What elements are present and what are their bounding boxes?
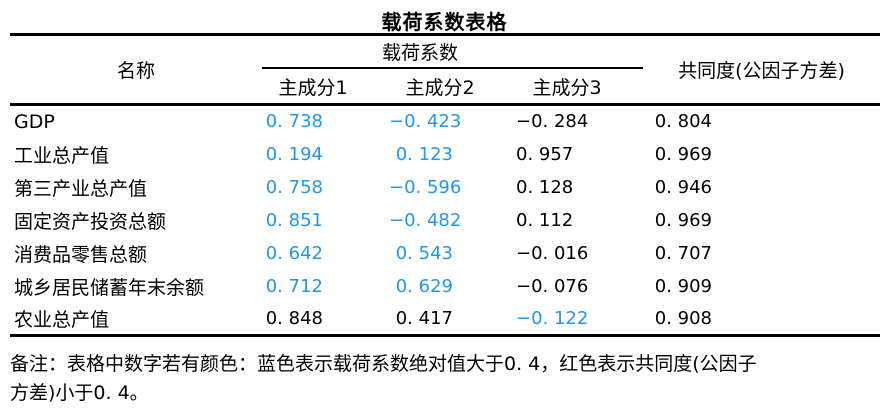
column-group-header-loadings: 载荷系数 xyxy=(262,33,644,69)
pc2-value-cell: 0. 543 xyxy=(395,242,453,264)
pc2-value-cell: −0. 482 xyxy=(389,209,462,231)
communality-value-cell: 0. 969 xyxy=(654,209,713,231)
pc3-value-cell: −0. 122 xyxy=(516,302,644,337)
communality-value-cell: 0. 908 xyxy=(643,302,881,337)
row-name-cell: 城乡居民储蓄年末余额 xyxy=(14,276,205,299)
note-line-1: 备注：表格中数字若有颜色：蓝色表示载荷系数绝对值大于0. 4，红色表示共同度(公… xyxy=(10,353,757,375)
column-header-communality: 共同度(公因子方差) xyxy=(643,33,881,106)
page-title: 载荷系数表格 xyxy=(381,10,508,34)
column-header-pc3: 主成分3 xyxy=(516,68,644,106)
row-name-cell: 农业总产值 xyxy=(10,302,262,337)
pc3-value-cell: 0. 128 xyxy=(516,176,574,198)
pc3-value-cell: −0. 284 xyxy=(516,111,589,133)
row-name-cell: 第三产业总产值 xyxy=(14,177,148,200)
row-name-cell: 消费品零售总额 xyxy=(14,243,148,266)
table-row: 消费品零售总额 0. 642 0. 543 −0. 016 0. 707 xyxy=(10,237,880,270)
pc1-value-cell: 0. 194 xyxy=(265,143,323,165)
pc3-value-cell: 0. 957 xyxy=(516,143,574,165)
table-row: 工业总产值 0. 194 0. 123 0. 957 0. 969 xyxy=(10,138,880,171)
communality-value-cell: 0. 804 xyxy=(654,111,713,133)
pc2-value-cell: −0. 596 xyxy=(389,176,462,198)
table-row: 农业总产值 0. 848 0. 417 −0. 122 0. 908 xyxy=(10,302,881,337)
communality-value-cell: 0. 909 xyxy=(654,275,713,297)
column-header-name: 名称 xyxy=(10,33,262,106)
pc2-value-cell: 0. 123 xyxy=(395,143,453,165)
pc1-value-cell: 0. 712 xyxy=(265,275,323,297)
pc3-value-cell: −0. 076 xyxy=(516,275,589,297)
column-header-pc2: 主成分2 xyxy=(389,68,516,106)
pc1-value-cell: 0. 851 xyxy=(265,209,323,231)
table-row: 第三产业总产值 0. 758 −0. 596 0. 128 0. 946 xyxy=(10,171,880,204)
communality-value-cell: 0. 946 xyxy=(654,176,713,198)
pc1-value-cell: 0. 738 xyxy=(265,111,323,133)
pc1-value-cell: 0. 848 xyxy=(262,302,389,337)
pc2-value-cell: 0. 629 xyxy=(395,275,453,297)
pc3-value-cell: −0. 016 xyxy=(516,242,589,264)
column-header-pc1: 主成分1 xyxy=(262,68,389,106)
pc2-value-cell: 0. 417 xyxy=(389,302,516,337)
pc2-value-cell: −0. 423 xyxy=(389,111,462,133)
table-row: 城乡居民储蓄年末余额 0. 712 0. 629 −0. 076 0. 909 xyxy=(10,270,880,303)
pc1-value-cell: 0. 758 xyxy=(265,176,323,198)
pc3-value-cell: 0. 112 xyxy=(516,209,574,231)
communality-value-cell: 0. 969 xyxy=(654,143,713,165)
loadings-table: 名称 载荷系数 共同度(公因子方差) 主成分1 主成分2 主成分3 GDP 0.… xyxy=(10,33,881,337)
row-name-cell: 固定资产投资总额 xyxy=(14,210,167,233)
note-text: 备注：表格中数字若有颜色：蓝色表示载荷系数绝对值大于0. 4，红色表示共同度(公… xyxy=(10,350,879,408)
pc1-value-cell: 0. 642 xyxy=(265,242,323,264)
row-name-cell: 工业总产值 xyxy=(14,144,110,167)
note-line-2: 方差)小于0. 4。 xyxy=(10,382,149,404)
table-row: 固定资产投资总额 0. 851 −0. 482 0. 112 0. 969 xyxy=(10,204,880,237)
table-row: GDP 0. 738 −0. 423 −0. 284 0. 804 xyxy=(10,105,880,138)
row-name-cell: GDP xyxy=(14,110,55,133)
communality-value-cell: 0. 707 xyxy=(654,242,713,264)
